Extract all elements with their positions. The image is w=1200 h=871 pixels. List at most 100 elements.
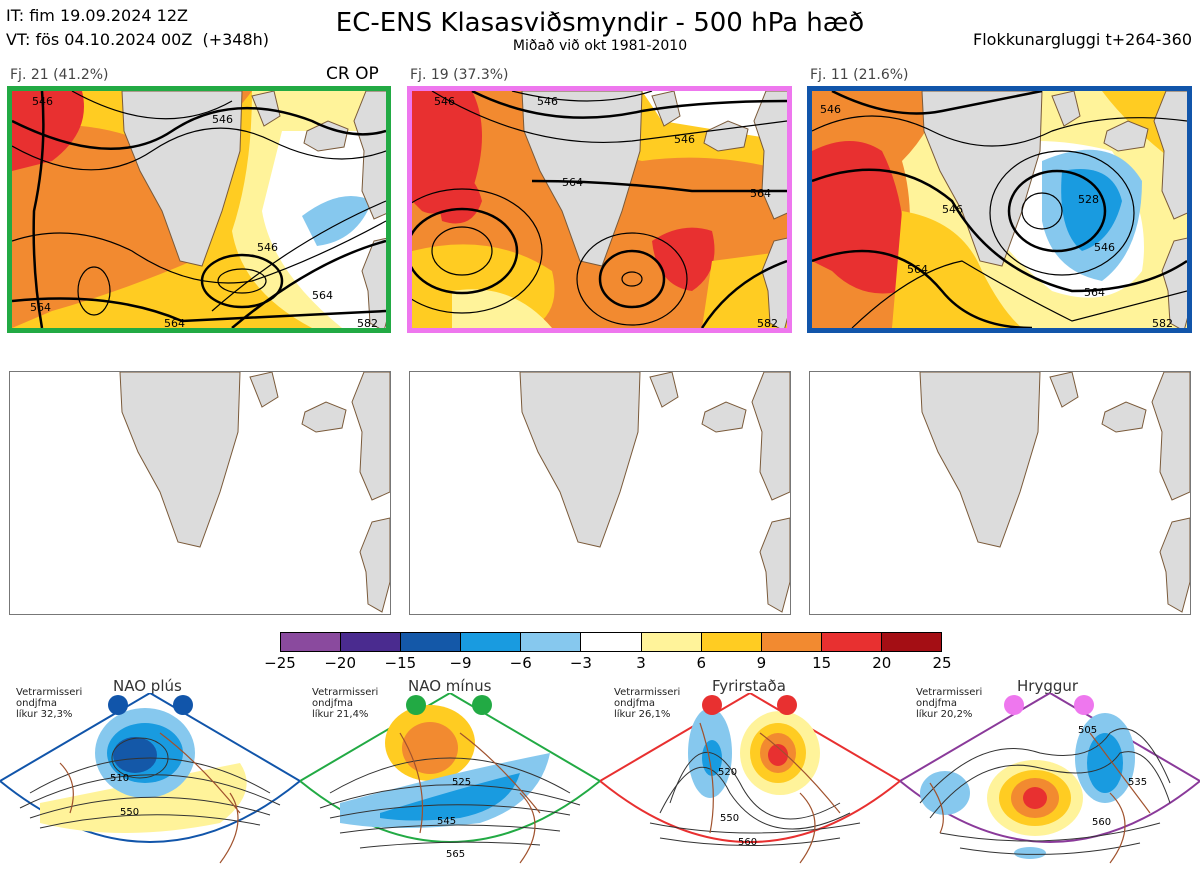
regime-contour-label: 520 xyxy=(718,767,737,778)
color-legend xyxy=(280,632,942,652)
regime-contour-label: 565 xyxy=(446,849,465,860)
cluster-2-map: 546 546 546 564 564 582 xyxy=(407,86,792,333)
regime-marker-icon xyxy=(702,695,722,715)
regime-marker-icon xyxy=(108,695,128,715)
contour-label: 546 xyxy=(434,95,455,108)
regime-info: Vetrarmisseri ondjfma líkur 21,4% xyxy=(312,687,378,720)
regime-title: Hryggur xyxy=(1017,677,1079,695)
regime-contour-label: 550 xyxy=(720,813,739,824)
contour-label: 546 xyxy=(212,113,233,126)
regime-nao-plus: Vetrarmisseri ondjfma líkur 32,3% NAO pl… xyxy=(0,675,300,871)
cluster-1-anomaly-map: 546 546 564 564 564 546 582 xyxy=(12,91,386,328)
regime-info-line: Vetrarmisseri xyxy=(16,687,83,698)
legend-tick-label: −6 xyxy=(509,654,532,672)
classification-window: Flokkunargluggi t+264-360 xyxy=(973,30,1192,49)
cluster-3-map: 546 546 564 528 546 564 582 xyxy=(807,86,1192,333)
contour-label: 546 xyxy=(32,95,53,108)
contour-label: 546 xyxy=(820,103,841,116)
coastline-map xyxy=(919,372,1190,613)
anomaly-fill xyxy=(642,91,787,141)
regime-map: 525 545 565 xyxy=(300,693,600,864)
regime-info-line: Vetrarmisseri xyxy=(614,687,681,698)
regime-info-line: líkur 20,2% xyxy=(916,709,973,720)
regime-info-line: ondjfma xyxy=(916,698,957,709)
regime-info-line: Vetrarmisseri xyxy=(312,687,379,698)
base-map-2 xyxy=(409,371,791,615)
regime-contour-label: 550 xyxy=(120,807,139,818)
legend-swatch xyxy=(761,633,822,651)
legend-tick-label: 25 xyxy=(932,654,952,672)
legend-tick-label: −9 xyxy=(449,654,472,672)
regime-info-line: líkur 26,1% xyxy=(614,709,671,720)
legend-swatch xyxy=(281,633,342,651)
contour-label: 582 xyxy=(1152,317,1173,328)
contour-label: 564 xyxy=(907,263,928,276)
regime-info-line: líkur 21,4% xyxy=(312,709,369,720)
contour-label: 564 xyxy=(164,317,185,328)
regime-info-line: ondjfma xyxy=(614,698,655,709)
regime-contour-label: 560 xyxy=(738,837,757,848)
contour-label: 546 xyxy=(942,203,963,216)
regime-info: Vetrarmisseri ondjfma líkur 32,3% xyxy=(16,687,82,720)
anomaly-fill xyxy=(1061,169,1122,251)
legend-swatch xyxy=(401,633,462,651)
anomaly-fill xyxy=(812,141,905,294)
initial-time: IT: fim 19.09.2024 12Z xyxy=(6,6,188,25)
regime-nao-minus: Vetrarmisseri ondjfma líkur 21,4% NAO mí… xyxy=(300,675,600,871)
contour-label: 546 xyxy=(537,95,558,108)
cluster-3-anomaly-map: 546 546 564 528 546 564 582 xyxy=(812,91,1187,328)
page-subtitle: Miðað við okt 1981-2010 xyxy=(512,38,688,54)
legend-swatch xyxy=(581,633,642,651)
valid-time: VT: fös 04.10.2024 00Z (+348h) xyxy=(6,30,270,49)
regime-contour-label: 545 xyxy=(437,816,456,827)
regime-marker-icon xyxy=(406,695,426,715)
contour-label: 564 xyxy=(1084,286,1105,299)
regime-title: NAO plús xyxy=(113,677,182,695)
contour-label: 546 xyxy=(257,241,278,254)
regime-map: 505 535 560 xyxy=(900,693,1200,864)
legend-tick-label: −3 xyxy=(569,654,592,672)
cluster-3-label: Fj. 11 (21.6%) xyxy=(810,67,909,83)
legend-swatch xyxy=(821,633,882,651)
contour-label: 564 xyxy=(562,176,583,189)
page-title: EC-ENS Klasasviðsmyndir - 500 hPa hæð xyxy=(335,8,865,38)
regime-info-line: ondjfma xyxy=(16,698,57,709)
regime-map: 510 550 xyxy=(0,693,300,864)
legend-swatch xyxy=(341,633,402,651)
cluster-1-tag: CR OP xyxy=(326,64,379,84)
coastline-map xyxy=(119,372,390,613)
regime-title: NAO mínus xyxy=(408,677,492,695)
contour-label: 564 xyxy=(312,289,333,302)
legend-tick-label: −15 xyxy=(384,654,417,672)
contour-label: 564 xyxy=(30,301,51,314)
legend-swatch xyxy=(461,633,522,651)
contour-label: 546 xyxy=(1094,241,1115,254)
cluster-2-label: Fj. 19 (37.3%) xyxy=(410,67,509,83)
contour-label: 546 xyxy=(674,133,695,146)
regime-marker-icon xyxy=(1074,695,1094,715)
regime-ridge: Vetrarmisseri ondjfma líkur 20,2% Hryggu… xyxy=(900,675,1200,871)
regime-contour-label: 505 xyxy=(1078,725,1097,736)
legend-tick-label: 6 xyxy=(696,654,707,672)
regime-marker-icon xyxy=(1004,695,1024,715)
base-map-3 xyxy=(809,371,1191,615)
cluster-2-anomaly-map: 546 546 546 564 564 582 xyxy=(412,91,787,328)
anomaly-fill xyxy=(12,91,84,171)
regime-map: 520 550 560 xyxy=(600,693,900,864)
regime-contour-label: 535 xyxy=(1128,777,1147,788)
legend-tick-label: −20 xyxy=(324,654,356,672)
contour-label: 564 xyxy=(750,187,771,200)
regime-info-line: Vetrarmisseri xyxy=(916,687,983,698)
regime-info: Vetrarmisseri ondjfma líkur 26,1% xyxy=(614,687,680,720)
regime-blocking: Vetrarmisseri ondjfma líkur 26,1% Fyrirs… xyxy=(600,675,900,871)
anomaly-fill xyxy=(452,289,552,328)
regime-marker-icon xyxy=(472,695,492,715)
base-map-1 xyxy=(9,371,391,615)
legend-swatch xyxy=(701,633,762,651)
legend-tick-label: −25 xyxy=(264,654,296,672)
regime-marker-icon xyxy=(173,695,193,715)
legend-swatch xyxy=(641,633,702,651)
regime-marker-icon xyxy=(777,695,797,715)
regime-info-line: líkur 32,3% xyxy=(16,709,73,720)
anomaly-fill xyxy=(892,211,1022,328)
